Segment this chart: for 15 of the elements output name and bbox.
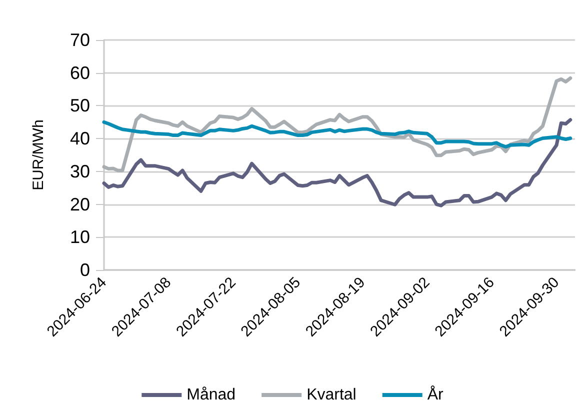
line-series xyxy=(102,118,572,208)
y-tick-label: 30 xyxy=(70,161,90,182)
y-tick-label: 0 xyxy=(80,260,90,280)
y-axis-title: EUR/MWh xyxy=(30,120,47,190)
legend-label: År xyxy=(427,386,444,404)
line-series xyxy=(102,76,572,172)
y-tick-label: 20 xyxy=(70,194,90,214)
line-series xyxy=(102,120,572,149)
y-tick-label: 50 xyxy=(70,96,90,116)
y-tick-label: 70 xyxy=(70,30,90,50)
y-tick-label: 10 xyxy=(70,227,90,248)
legend-label: Månad xyxy=(186,386,236,404)
y-tick-label: 60 xyxy=(70,62,90,83)
y-tick-label: 40 xyxy=(70,128,90,149)
legend-label: Kvartal xyxy=(306,386,356,404)
